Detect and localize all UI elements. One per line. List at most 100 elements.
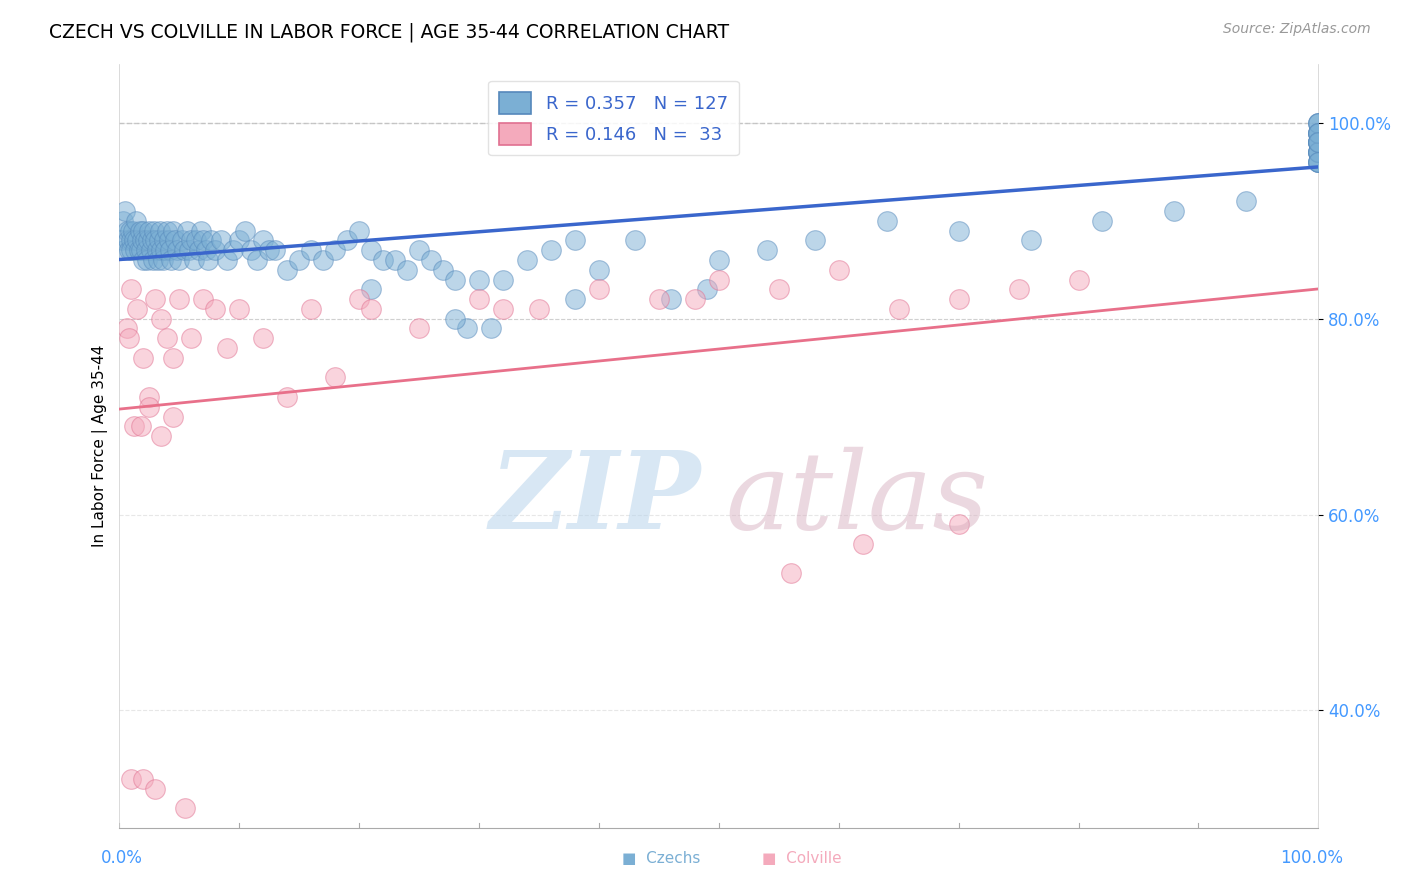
Point [163, 233, 186, 247]
Point [360, 282, 382, 296]
Text: Source: ZipAtlas.com: Source: ZipAtlas.com [1223, 22, 1371, 37]
Point [264, 243, 287, 257]
Point [259, 243, 281, 257]
Point [120, 772, 142, 786]
Point [1019, 233, 1042, 247]
Point [150, 311, 173, 326]
Point [204, 243, 226, 257]
Point [1308, 145, 1330, 160]
Point [444, 311, 467, 326]
Point [828, 262, 851, 277]
Point [150, 429, 173, 443]
Point [115, 223, 138, 237]
Point [194, 243, 217, 257]
Point [146, 252, 169, 267]
Point [373, 252, 395, 267]
Point [162, 223, 184, 237]
Point [336, 233, 359, 247]
Point [156, 331, 179, 345]
Point [479, 321, 502, 335]
Point [134, 233, 156, 247]
Point [1308, 116, 1330, 130]
Point [128, 243, 150, 257]
Point [160, 252, 183, 267]
Point [527, 301, 550, 316]
Point [384, 252, 406, 267]
Point [183, 252, 205, 267]
Point [779, 566, 801, 581]
Point [1308, 126, 1330, 140]
Point [707, 272, 730, 286]
Point [222, 243, 245, 257]
Point [312, 252, 335, 267]
Point [156, 223, 179, 237]
Point [193, 292, 215, 306]
Point [136, 233, 159, 247]
Point [127, 301, 149, 316]
Point [177, 243, 200, 257]
Point [142, 252, 165, 267]
Point [150, 243, 173, 257]
Point [180, 233, 202, 247]
Point [456, 321, 478, 335]
Point [492, 272, 515, 286]
Point [347, 292, 370, 306]
Point [114, 204, 136, 219]
Point [143, 223, 166, 237]
Point [162, 351, 184, 365]
Point [1163, 204, 1185, 219]
Point [1308, 126, 1330, 140]
Point [1308, 136, 1330, 150]
Point [129, 243, 152, 257]
Point [169, 252, 191, 267]
Point [696, 282, 718, 296]
Point [162, 409, 184, 424]
Point [588, 262, 610, 277]
Point [169, 292, 191, 306]
Point [138, 223, 160, 237]
Point [187, 243, 209, 257]
Point [468, 272, 491, 286]
Point [1308, 145, 1330, 160]
Point [138, 390, 160, 404]
Point [117, 233, 139, 247]
Point [200, 233, 222, 247]
Point [145, 292, 167, 306]
Point [1308, 145, 1330, 160]
Point [153, 243, 176, 257]
Point [118, 331, 141, 345]
Point [252, 233, 274, 247]
Point [360, 301, 382, 316]
Point [129, 419, 152, 434]
Point [159, 243, 181, 257]
Point [127, 233, 149, 247]
Point [1007, 282, 1029, 296]
Point [122, 419, 145, 434]
Point [128, 223, 150, 237]
Point [564, 292, 586, 306]
Y-axis label: In Labor Force | Age 35-44: In Labor Force | Age 35-44 [93, 345, 108, 547]
Point [145, 233, 167, 247]
Text: atlas: atlas [725, 447, 988, 552]
Point [659, 292, 682, 306]
Point [1308, 155, 1330, 169]
Point [1308, 136, 1330, 150]
Point [948, 292, 970, 306]
Point [228, 233, 250, 247]
Point [166, 243, 188, 257]
Point [683, 292, 706, 306]
Point [1308, 126, 1330, 140]
Point [1067, 272, 1090, 286]
Point [564, 233, 586, 247]
Text: 100.0%: 100.0% [1279, 849, 1343, 867]
Point [1308, 145, 1330, 160]
Text: CZECH VS COLVILLE IN LABOR FORCE | AGE 35-44 CORRELATION CHART: CZECH VS COLVILLE IN LABOR FORCE | AGE 3… [49, 22, 730, 42]
Point [323, 370, 346, 384]
Point [157, 233, 180, 247]
Point [173, 243, 195, 257]
Point [1308, 155, 1330, 169]
Point [209, 233, 232, 247]
Point [1308, 126, 1330, 140]
Point [176, 223, 198, 237]
Point [121, 223, 143, 237]
